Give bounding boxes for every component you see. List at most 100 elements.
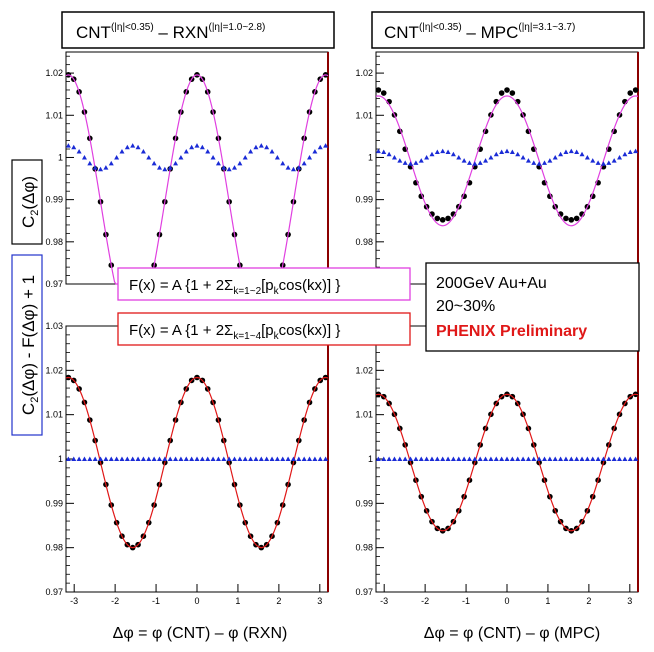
- residual-point: [248, 456, 254, 461]
- residual-point: [253, 456, 259, 461]
- residual-point: [627, 456, 633, 461]
- residual-point: [402, 160, 408, 165]
- residual-point: [558, 151, 564, 157]
- residual-point: [402, 456, 408, 461]
- residual-point: [483, 456, 489, 461]
- residual-point: [622, 151, 628, 157]
- col-left-title-sup1: (|η|<0.35): [111, 22, 154, 33]
- residual-point: [65, 456, 71, 461]
- residual-point: [71, 144, 77, 150]
- residual-point: [536, 456, 542, 461]
- x-tick-label: 0: [504, 596, 509, 606]
- residual-point: [584, 456, 590, 461]
- x-tick-label: 1: [545, 596, 550, 606]
- col-right-title-mid: – MPC: [462, 23, 519, 42]
- residual-point: [531, 456, 537, 461]
- residual-point: [232, 456, 238, 461]
- residual-point: [386, 151, 392, 157]
- formula-bot-a: F(x) = A {1 + 2Σ: [129, 322, 233, 339]
- residual-point: [445, 456, 451, 461]
- residual-point: [65, 143, 71, 148]
- residual-point: [237, 160, 243, 166]
- x-tick-label: 2: [586, 596, 591, 606]
- x-tick-label: -2: [421, 596, 429, 606]
- residual-point: [617, 456, 623, 461]
- residual-point: [87, 160, 93, 166]
- xlabel-left: Δφ = φ (CNT) – φ (RXN): [113, 625, 288, 642]
- residual-point: [103, 456, 109, 461]
- x-tick-label: 3: [317, 596, 322, 606]
- fit-curve: [375, 95, 639, 227]
- residual-point: [210, 456, 216, 461]
- y-tick-label: 1: [58, 454, 63, 464]
- y-tick-label: 0.98: [45, 543, 63, 553]
- ylabel-top-box: C2(Δφ): [11, 159, 43, 245]
- residual-point: [424, 456, 430, 461]
- formula-bot-c: cos(kx)] }: [279, 322, 341, 339]
- residual-point: [140, 456, 146, 461]
- residual-point: [135, 456, 141, 461]
- residual-point: [520, 456, 526, 461]
- y-tick-label: 0.98: [355, 237, 373, 247]
- residual-point: [499, 456, 505, 461]
- residual-point: [386, 456, 392, 461]
- col-left-title: CNT(|η|<0.35) – RXN(|η|=1.0~2.8): [61, 11, 335, 49]
- y-tick-label: 1.01: [45, 110, 63, 120]
- residual-point: [81, 154, 87, 160]
- formula-top-b: [p: [261, 277, 274, 294]
- residual-point: [552, 154, 558, 160]
- residual-point: [627, 149, 633, 154]
- residual-point: [178, 456, 184, 461]
- y-tick-label: 0.99: [355, 195, 373, 205]
- residual-point: [633, 456, 639, 461]
- residual-point: [381, 456, 387, 461]
- residual-point: [156, 165, 162, 170]
- residual-point: [579, 151, 585, 157]
- residual-point: [440, 148, 446, 154]
- formula-bot-sub: k=1~4: [233, 331, 261, 342]
- residual-point: [146, 154, 152, 160]
- residual-point: [194, 456, 200, 461]
- y-tick-label: 0.97: [355, 587, 373, 597]
- x-tick-label: -2: [111, 596, 119, 606]
- residual-point: [520, 154, 526, 160]
- residual-point: [323, 143, 329, 148]
- xlabel-right: Δφ = φ (CNT) – φ (MPC): [424, 625, 600, 642]
- residual-point: [515, 456, 521, 461]
- y-tick-label: 0.99: [45, 498, 63, 508]
- fit-curve: [375, 393, 639, 532]
- residual-point: [461, 456, 467, 461]
- residual-point: [312, 149, 318, 154]
- residual-point: [301, 160, 307, 166]
- residual-point: [226, 166, 232, 172]
- residual-point: [124, 144, 130, 150]
- residual-point: [493, 456, 499, 461]
- col-right-title: CNT(|η|<0.35) – MPC(|η|=3.1~3.7): [371, 11, 645, 49]
- residual-point: [391, 154, 397, 160]
- formula-top-sub: k=1~2: [233, 286, 261, 297]
- col-right-title-main: CNT: [384, 23, 419, 42]
- data-point: [568, 217, 575, 223]
- residual-point: [622, 456, 628, 461]
- x-tick-label: 2: [276, 596, 281, 606]
- residual-point: [140, 149, 146, 154]
- residual-point: [296, 456, 302, 461]
- residual-point: [221, 456, 227, 461]
- residual-point: [418, 456, 424, 461]
- residual-point: [167, 456, 173, 461]
- residual-point: [178, 154, 184, 160]
- residual-point: [590, 456, 596, 461]
- ylabel-bottom-rest: (Δφ) - F(Δφ) + 1: [19, 275, 38, 397]
- svg-text:C2(Δφ) - F(Δφ) + 1: C2(Δφ) - F(Δφ) + 1: [19, 275, 41, 415]
- residual-point: [189, 144, 195, 150]
- residual-point: [317, 456, 323, 461]
- residual-point: [525, 158, 531, 163]
- formula-bottom-box: F(x) = A {1 + 2Σk=1~4[pkcos(kx)] }: [117, 312, 411, 346]
- residual-point: [258, 456, 264, 461]
- residual-point: [611, 158, 617, 163]
- residual-point: [130, 456, 136, 461]
- data-point: [434, 215, 441, 222]
- residual-point: [466, 456, 472, 461]
- residual-point: [269, 149, 275, 154]
